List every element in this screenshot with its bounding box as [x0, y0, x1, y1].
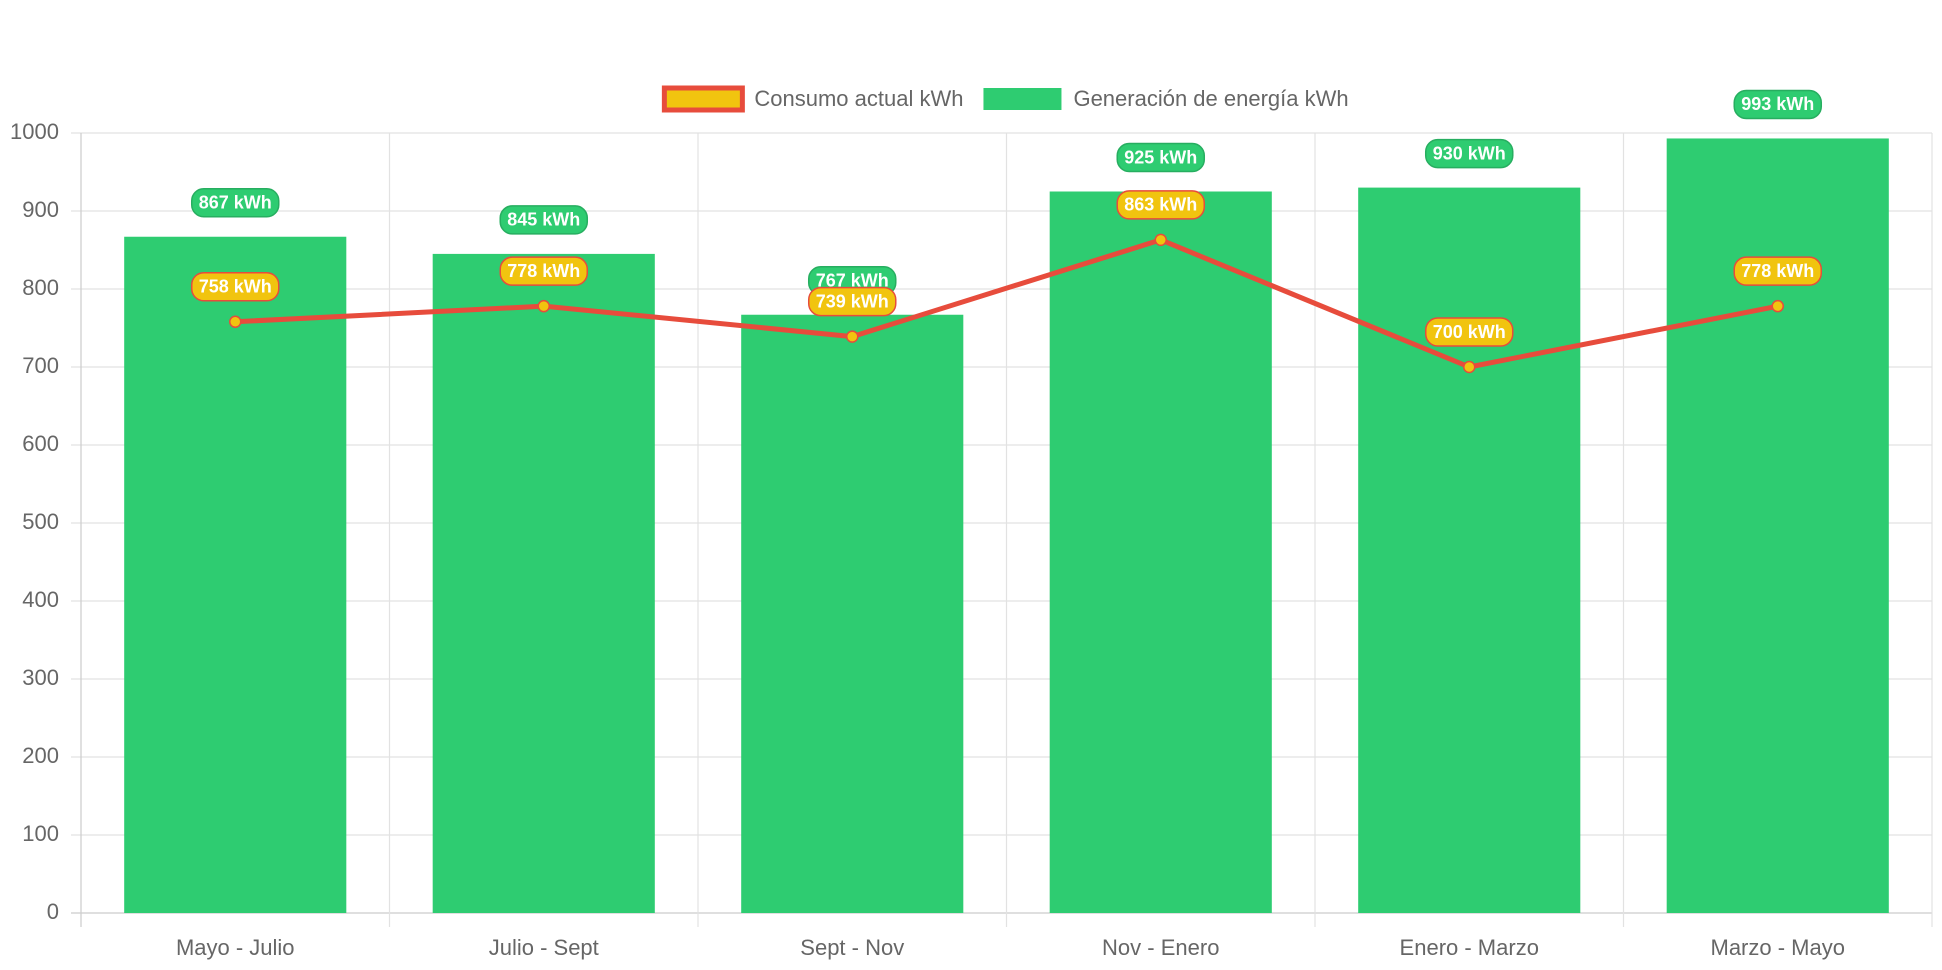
label-badge — [1733, 89, 1823, 120]
bar — [432, 253, 655, 913]
y-tick-label: 800 — [22, 275, 59, 300]
y-tick-label: 500 — [22, 509, 59, 534]
data-label: 739 kWh — [807, 286, 897, 317]
data-label-text: 778 kWh — [507, 261, 580, 281]
data-label-text: 993 kWh — [1741, 94, 1814, 114]
legend-swatch — [661, 85, 745, 113]
x-tick-label: Sept - Nov — [800, 935, 904, 960]
x-tick-label: Marzo - Mayo — [1711, 935, 1845, 960]
data-label: 700 kWh — [1424, 317, 1514, 347]
y-tick-label: 400 — [22, 587, 59, 612]
line — [235, 237, 1779, 370]
data-label-text: 758 kWh — [199, 277, 272, 297]
line-point — [537, 299, 550, 313]
y-tick-label: 300 — [22, 665, 59, 690]
data-label-text: 930 kWh — [1433, 143, 1506, 163]
y-tick-label: 700 — [22, 353, 59, 378]
y-tick-label: 100 — [22, 821, 59, 846]
line-point — [846, 330, 859, 343]
y-tick-label: 1000 — [10, 119, 59, 144]
label-badge — [499, 205, 589, 235]
y-tick-label: 0 — [47, 899, 59, 924]
line-point — [1154, 233, 1167, 247]
label-badge — [807, 286, 897, 317]
data-label-text: 739 kWh — [816, 291, 889, 311]
legend-label: Generación de energía kWh — [1073, 86, 1348, 111]
bar — [741, 314, 964, 913]
label-badge — [1733, 256, 1823, 286]
data-label: 845 kWh — [499, 205, 589, 235]
bar — [1358, 187, 1581, 914]
data-label: 993 kWh — [1733, 89, 1823, 120]
data-label-text: 863 kWh — [1124, 195, 1197, 215]
x-tick-label: Nov - Enero — [1102, 935, 1219, 960]
y-tick-label: 200 — [22, 743, 59, 768]
data-label-text: 925 kWh — [1124, 147, 1197, 167]
bar — [1666, 138, 1889, 913]
data-label: 778 kWh — [1733, 256, 1823, 286]
label-badge — [1116, 190, 1206, 220]
line-point — [1463, 360, 1476, 374]
legend-label: Consumo actual kWh — [754, 86, 963, 111]
bar — [124, 236, 347, 914]
label-badge — [499, 256, 589, 286]
data-label: 925 kWh — [1116, 142, 1206, 173]
bar — [1049, 191, 1272, 913]
line-point — [229, 315, 242, 329]
label-badge — [190, 187, 280, 218]
data-label: 930 kWh — [1424, 138, 1514, 169]
y-tick-label: 600 — [22, 431, 59, 456]
legend-swatch — [983, 88, 1062, 110]
data-label-text: 700 kWh — [1433, 322, 1506, 342]
data-label-text: 867 kWh — [199, 192, 272, 212]
data-label-text: 778 kWh — [1741, 261, 1814, 281]
data-label: 863 kWh — [1116, 190, 1206, 220]
label-badge — [1424, 138, 1514, 169]
data-label: 758 kWh — [190, 272, 280, 302]
label-badge — [190, 272, 280, 302]
line-point — [1771, 299, 1784, 313]
label-badge — [1116, 142, 1206, 173]
data-label-text: 845 kWh — [507, 210, 580, 230]
x-tick-label: Julio - Sept — [489, 935, 599, 960]
data-label: 778 kWh — [499, 256, 589, 286]
legend: Consumo actual kWh Generación de energía … — [661, 85, 1349, 113]
y-tick-label: 900 — [22, 197, 59, 222]
label-badge — [1424, 317, 1514, 347]
x-tick-label: Enero - Marzo — [1400, 935, 1539, 960]
x-tick-label: Mayo - Julio — [176, 935, 295, 960]
data-label: 867 kWh — [190, 187, 280, 218]
data-label-text: 767 kWh — [816, 270, 889, 290]
